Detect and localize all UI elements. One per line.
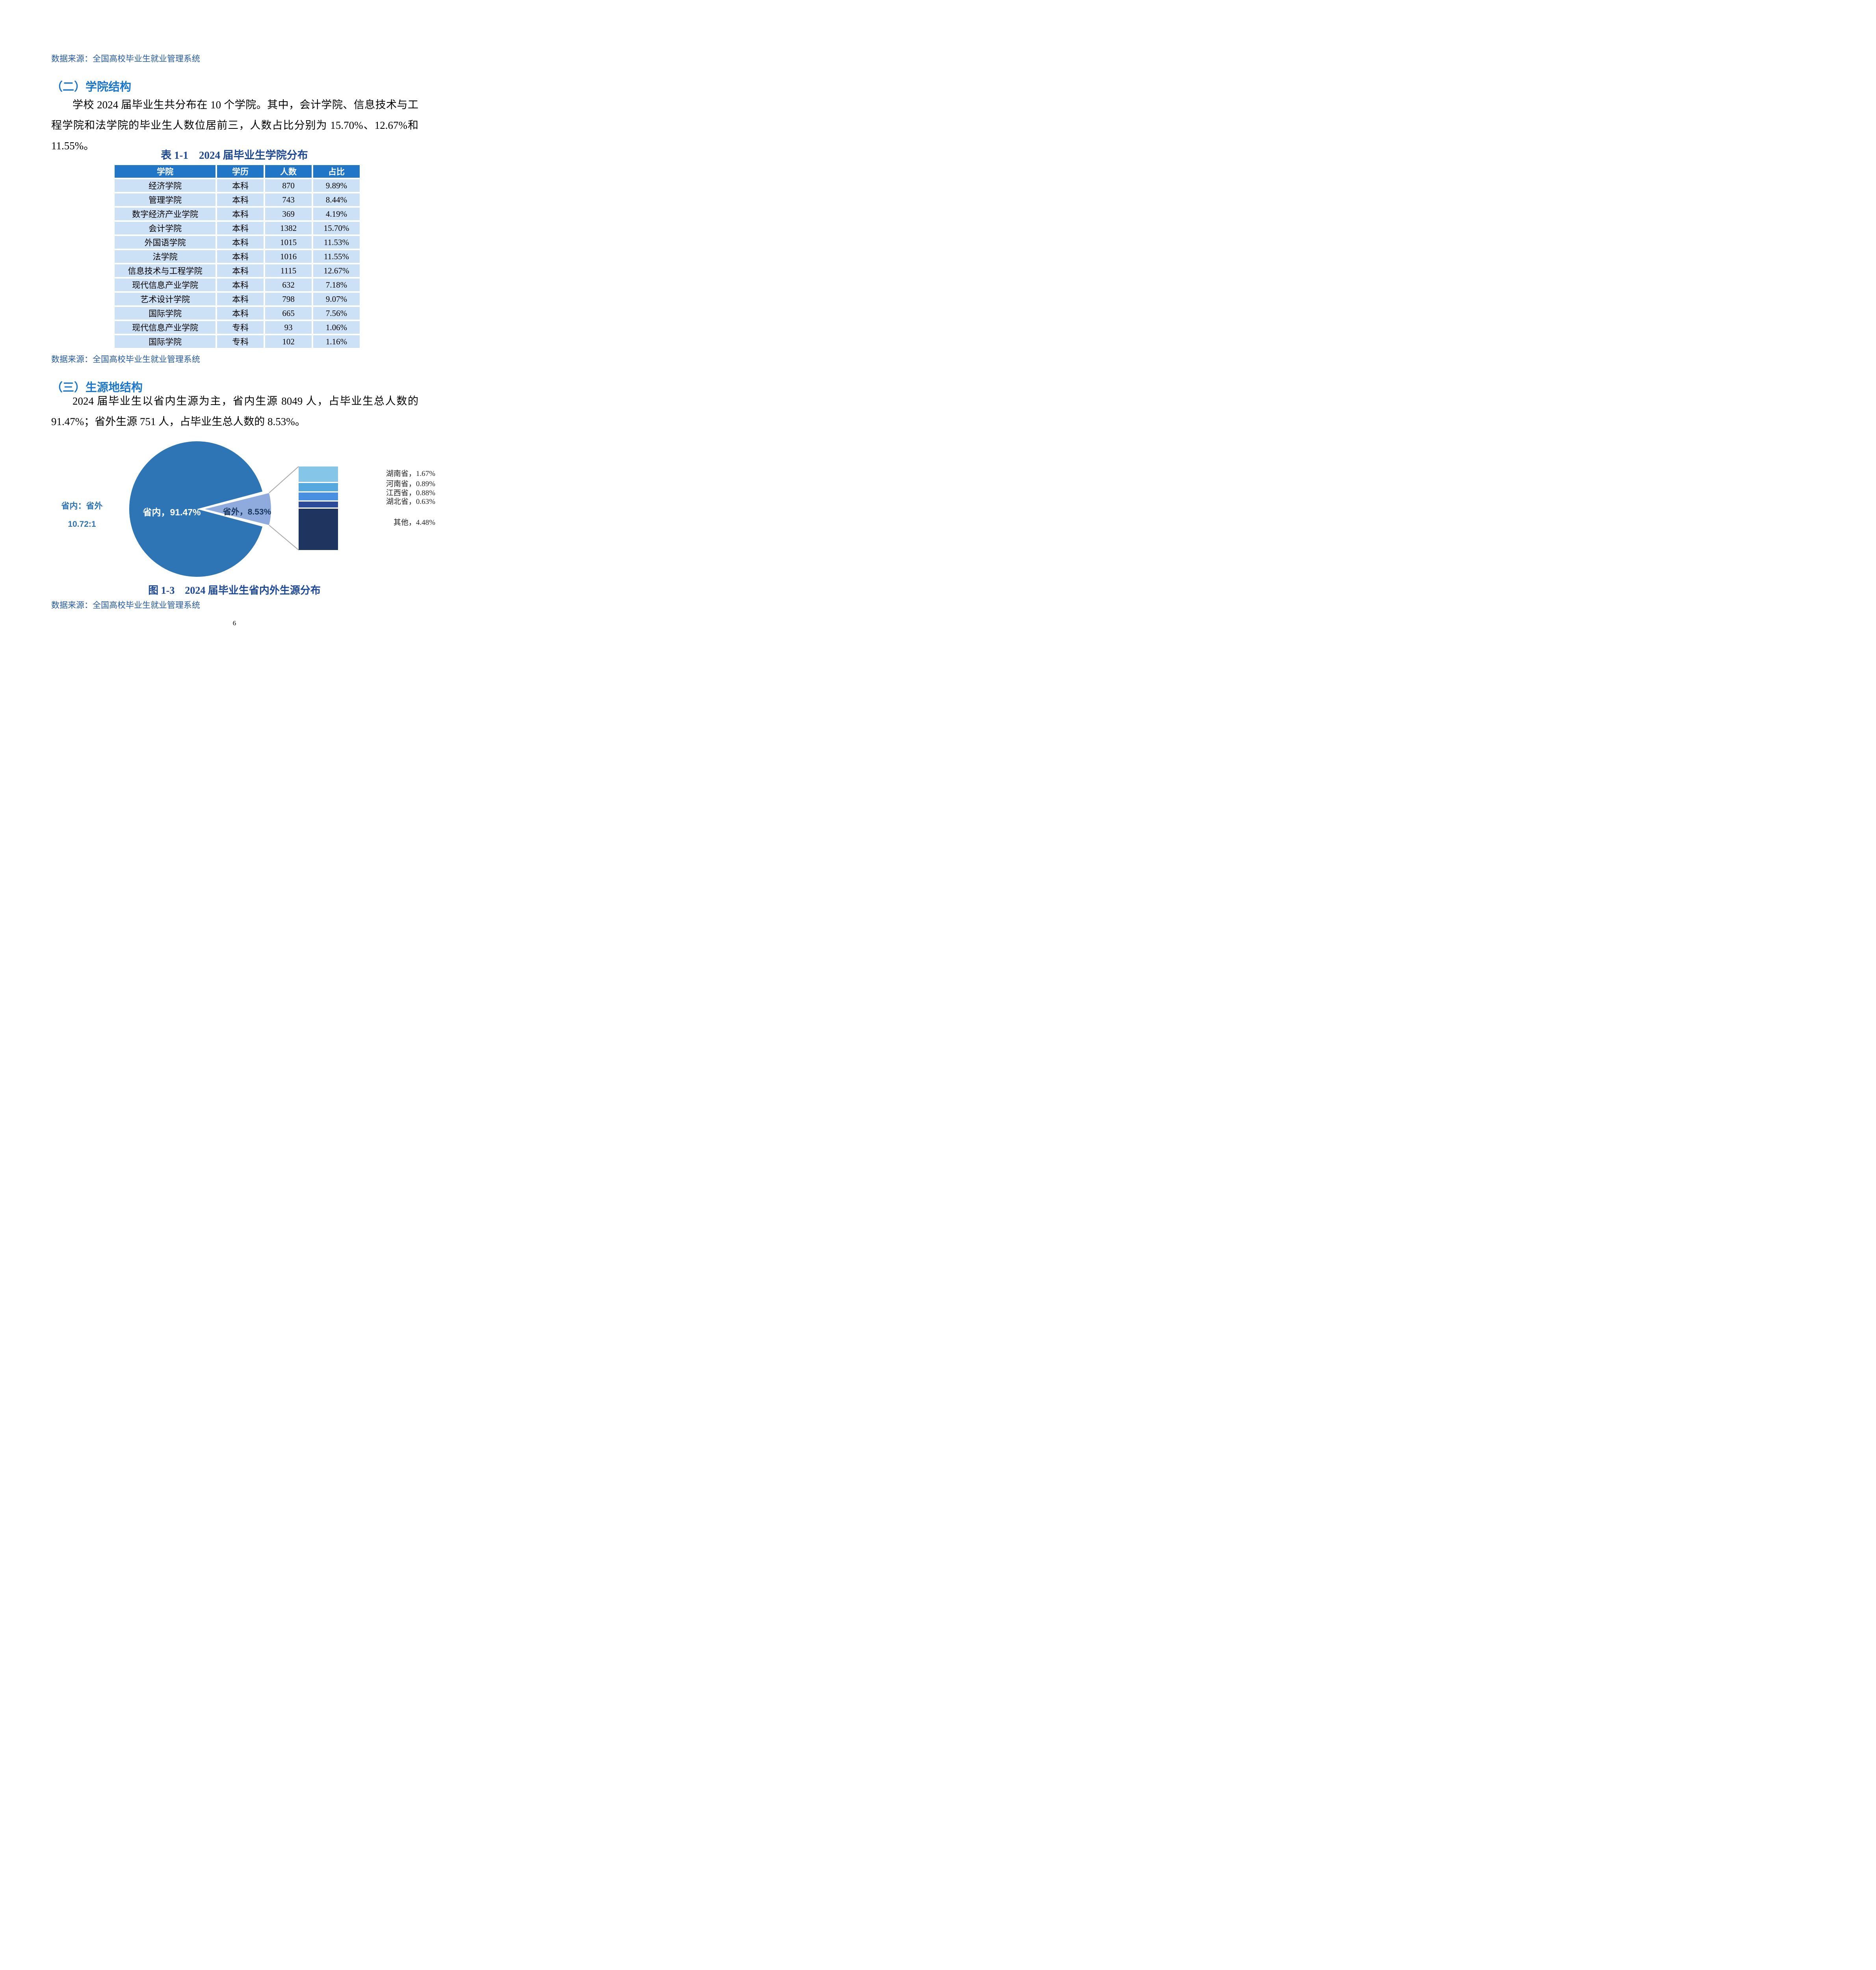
bar-segment-河南省 xyxy=(299,483,338,491)
table-header-cell: 人数 xyxy=(265,165,312,178)
table-row: 外国语学院 本科 1015 11.53% xyxy=(115,236,360,249)
pie-label-out-province: 省外，8.53% xyxy=(223,507,271,517)
table-cell: 369 xyxy=(265,208,312,220)
figure-caption: 图 1-3 2024 届毕业生省内外生源分布 xyxy=(148,585,321,596)
table-cell: 现代信息产业学院 xyxy=(115,321,216,334)
table-row: 国际学院 本科 665 7.56% xyxy=(115,307,360,320)
table-cell: 15.70% xyxy=(313,222,360,234)
table-cell: 国际学院 xyxy=(115,307,216,320)
table-cell: 本科 xyxy=(217,293,264,305)
table-cell: 632 xyxy=(265,279,312,291)
legend-item: 其他，4.48% xyxy=(393,519,435,527)
data-source-note-bottom: 数据来源：全国高校毕业生就业管理系统 xyxy=(51,600,200,610)
data-source-note-top: 数据来源：全国高校毕业生就业管理系统 xyxy=(51,54,200,63)
bar-segment-江西省 xyxy=(299,492,338,501)
table-row: 经济学院 本科 870 9.89% xyxy=(115,179,360,192)
table-cell: 665 xyxy=(265,307,312,320)
table-header-row: 学院 学历 人数 占比 xyxy=(115,165,360,178)
legend-item: 河南省，0.89% xyxy=(386,480,435,488)
table-cell: 1.06% xyxy=(313,321,360,334)
table-cell: 1115 xyxy=(265,264,312,277)
table-cell: 本科 xyxy=(217,279,264,291)
table-cell: 专科 xyxy=(217,321,264,334)
table-cell: 93 xyxy=(265,321,312,334)
table-cell: 4.19% xyxy=(313,208,360,220)
table-cell: 本科 xyxy=(217,179,264,192)
table-row: 法学院 本科 1016 11.55% xyxy=(115,250,360,263)
table-cell: 1016 xyxy=(265,250,312,263)
table-cell: 法学院 xyxy=(115,250,216,263)
table-cell: 7.56% xyxy=(313,307,360,320)
table-cell: 1015 xyxy=(265,236,312,249)
data-source-note-middle: 数据来源：全国高校毕业生就业管理系统 xyxy=(51,355,200,364)
table-row: 会计学院 本科 1382 15.70% xyxy=(115,222,360,234)
table-cell: 11.55% xyxy=(313,250,360,263)
connector-line-top xyxy=(269,466,299,493)
ratio-value-text: 10.72:1 xyxy=(68,520,96,529)
table-cell: 本科 xyxy=(217,222,264,234)
table-cell: 国际学院 xyxy=(115,335,216,348)
table-cell: 信息技术与工程学院 xyxy=(115,264,216,277)
paragraph-college-structure: 学校 2024 届毕业生共分布在 10 个学院。其中，会计学院、信息技术与工程学… xyxy=(51,99,418,152)
table-cell: 艺术设计学院 xyxy=(115,293,216,305)
table-cell: 现代信息产业学院 xyxy=(115,279,216,291)
table-row: 国际学院 专科 102 1.16% xyxy=(115,335,360,348)
section-heading-college-structure: （二）学院结构 xyxy=(51,81,132,93)
table-row: 管理学院 本科 743 8.44% xyxy=(115,193,360,206)
province-ratio-label: 省内：省外 10.72:1 xyxy=(46,497,117,533)
table-cell: 数字经济产业学院 xyxy=(115,208,216,220)
table-cell: 本科 xyxy=(217,250,264,263)
table-cell: 经济学院 xyxy=(115,179,216,192)
table-header-cell: 占比 xyxy=(313,165,360,178)
table-row: 信息技术与工程学院 本科 1115 12.67% xyxy=(115,264,360,277)
table-row: 现代信息产业学院 本科 632 7.18% xyxy=(115,279,360,291)
table-cell: 专科 xyxy=(217,335,264,348)
bar-segment-湖北省 xyxy=(299,502,338,508)
table-cell: 1.16% xyxy=(313,335,360,348)
table-cell: 8.44% xyxy=(313,193,360,206)
table-cell: 798 xyxy=(265,293,312,305)
table-header-cell: 学院 xyxy=(115,165,216,178)
page-number: 6 xyxy=(232,619,236,627)
pie-label-in-province: 省内，91.47% xyxy=(143,507,201,517)
table-cell: 102 xyxy=(265,335,312,348)
table-row: 数字经济产业学院 本科 369 4.19% xyxy=(115,208,360,220)
table-cell: 9.07% xyxy=(313,293,360,305)
table-cell: 12.67% xyxy=(313,264,360,277)
table-cell: 管理学院 xyxy=(115,193,216,206)
college-distribution-table: 学院 学历 人数 占比 经济学院 本科 870 9.89% 管理学院 本科 743 8.44% 数字经… xyxy=(113,164,361,349)
origin-distribution-chart: 省内：省外 10.72:1 省内，91.47% 省外，8.53% 湖南省，1.6… xyxy=(0,435,469,583)
table-row: 艺术设计学院 本科 798 9.07% xyxy=(115,293,360,305)
legend-item: 湖南省，1.67% xyxy=(386,470,435,478)
bar-segment-湖南省 xyxy=(299,466,338,482)
legend-item: 湖北省，0.63% xyxy=(386,498,435,506)
legend-item: 江西省，0.88% xyxy=(386,489,435,497)
table-cell: 11.53% xyxy=(313,236,360,249)
pie-slice-out-province xyxy=(205,493,271,525)
bar-segment-其他 xyxy=(299,509,338,550)
paragraph-origin-structure: 2024 届毕业生以省内生源为主，省内生源 8049 人，占毕业生总人数的 91… xyxy=(51,395,418,427)
table-title: 表 1-1 2024 届毕业生学院分布 xyxy=(161,149,308,161)
table-header-cell: 学历 xyxy=(217,165,264,178)
table-cell: 743 xyxy=(265,193,312,206)
table-cell: 本科 xyxy=(217,236,264,249)
province-breakdown-bar xyxy=(299,466,338,550)
ratio-label-text: 省内：省外 xyxy=(61,502,103,511)
table-cell: 本科 xyxy=(217,307,264,320)
section-heading-origin-structure: （三）生源地结构 xyxy=(51,381,143,394)
table-cell: 本科 xyxy=(217,264,264,277)
table-cell: 本科 xyxy=(217,193,264,206)
table-cell: 9.89% xyxy=(313,179,360,192)
table-cell: 1382 xyxy=(265,222,312,234)
table-cell: 会计学院 xyxy=(115,222,216,234)
connector-line-bottom xyxy=(269,525,299,550)
table-row: 现代信息产业学院 专科 93 1.06% xyxy=(115,321,360,334)
pie-chart-graphic xyxy=(129,441,299,577)
pie-slice-in-province xyxy=(129,441,263,577)
table-cell: 本科 xyxy=(217,208,264,220)
table-cell: 7.18% xyxy=(313,279,360,291)
table-cell: 870 xyxy=(265,179,312,192)
table-cell: 外国语学院 xyxy=(115,236,216,249)
